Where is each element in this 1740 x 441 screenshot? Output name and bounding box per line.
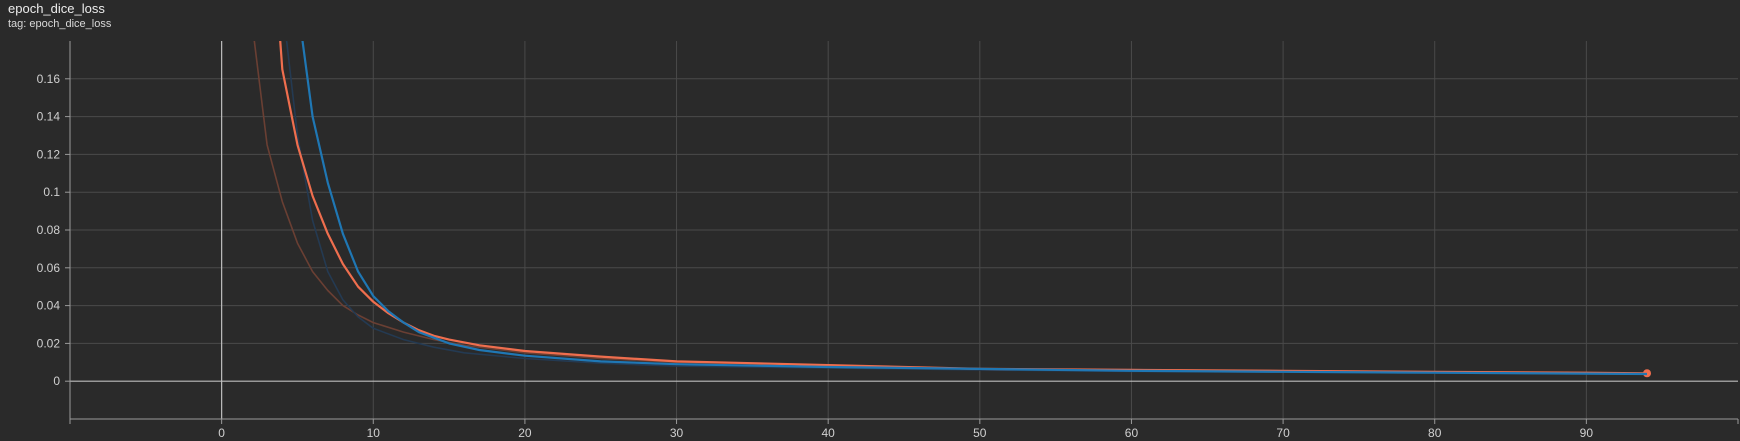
y-tick-label: 0 <box>53 374 60 388</box>
y-tick-label: 0.02 <box>37 336 61 350</box>
tick-labels: 0 0.02 0.04 0.06 0.08 0.1 0.12 0.14 0.16 0 10 20 30 4… <box>37 72 1594 440</box>
y-tick-label: 0.04 <box>37 299 61 313</box>
axes <box>65 41 1739 424</box>
grid <box>70 41 1738 419</box>
y-tick-label: 0.1 <box>43 185 60 199</box>
y-tick-label: 0.14 <box>37 110 61 124</box>
x-tick-label: 80 <box>1428 426 1442 440</box>
chart-tag: tag: epoch_dice_loss <box>8 18 112 30</box>
x-tick-label: 50 <box>973 426 987 440</box>
y-tick-label: 0.16 <box>37 72 61 86</box>
x-tick-label: 40 <box>822 426 836 440</box>
x-tick-label: 90 <box>1580 426 1594 440</box>
series-1-raw-line <box>285 41 1648 375</box>
y-tick-label: 0.08 <box>37 223 61 237</box>
series-0-smoothed-line <box>279 41 1648 375</box>
x-tick-label: 70 <box>1276 426 1290 440</box>
series-0-raw-line <box>253 41 1648 375</box>
chart-title: epoch_dice_loss <box>8 1 105 16</box>
x-tick-label: 10 <box>367 426 381 440</box>
x-tick-label: 30 <box>670 426 684 440</box>
x-tick-label: 20 <box>518 426 532 440</box>
series-0-end-point <box>1643 369 1652 378</box>
y-tick-label: 0.12 <box>37 147 61 161</box>
x-tick-label: 60 <box>1125 426 1139 440</box>
x-tick-label: 0 <box>218 426 225 440</box>
y-tick-label: 0.06 <box>37 261 61 275</box>
series-1-smoothed-line <box>301 41 1648 376</box>
series-lines <box>253 41 1652 378</box>
